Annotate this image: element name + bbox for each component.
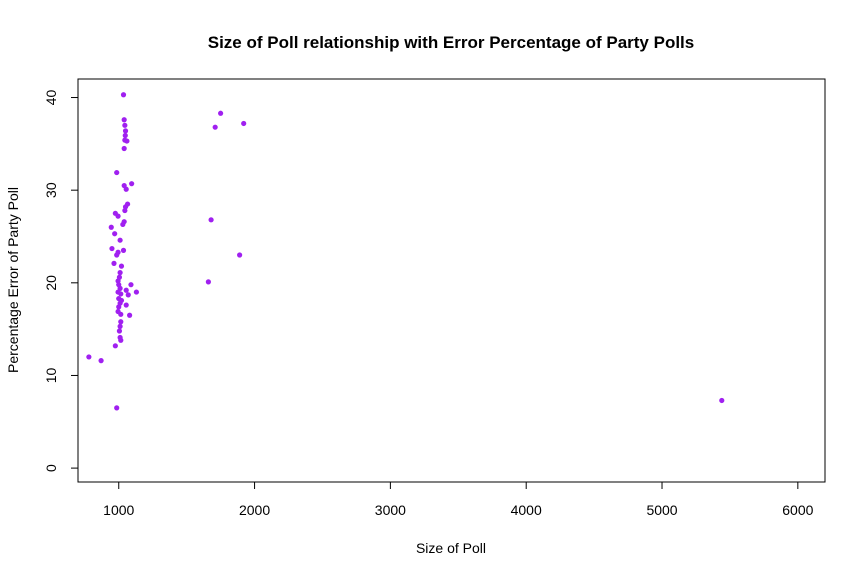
data-point	[133, 289, 140, 295]
chart-title: Size of Poll relationship with Error Per…	[208, 33, 695, 52]
x-tick-label: 3000	[375, 502, 406, 518]
x-axis: 1000 2000 3000 4000 5000 6000	[103, 481, 814, 518]
data-point	[123, 287, 129, 293]
data-point	[111, 260, 117, 266]
data-point	[719, 397, 725, 404]
y-tick-label: 30	[43, 182, 59, 198]
data-point	[121, 145, 127, 152]
data-point	[123, 186, 129, 192]
data-point	[116, 328, 123, 334]
data-point	[120, 92, 127, 98]
data-point	[208, 217, 214, 223]
data-point	[125, 292, 131, 298]
x-tick-label: 4000	[511, 502, 542, 518]
data-point	[114, 405, 120, 411]
data-point	[122, 132, 128, 139]
data-point	[118, 337, 124, 343]
x-tick-label: 2000	[239, 502, 270, 518]
data-point	[114, 169, 120, 176]
data-point	[205, 279, 211, 285]
data-point	[237, 252, 243, 258]
data-point	[218, 110, 224, 116]
y-axis: 0 10 20 30 40	[43, 90, 79, 472]
data-points	[86, 92, 725, 411]
data-point	[112, 231, 118, 237]
x-tick-label: 1000	[103, 502, 134, 518]
data-point	[108, 224, 114, 230]
data-point	[112, 343, 118, 349]
data-point	[241, 120, 247, 127]
data-point	[117, 270, 123, 276]
data-point	[121, 117, 127, 123]
x-tick-label: 5000	[646, 502, 677, 518]
plot-frame	[77, 78, 826, 483]
data-point	[118, 311, 124, 317]
data-point	[118, 263, 125, 269]
data-point	[98, 358, 104, 364]
data-point	[212, 124, 218, 130]
data-point	[114, 252, 120, 258]
data-point	[123, 302, 129, 308]
data-point	[122, 207, 128, 214]
y-axis-label: Percentage Error of Party Poll	[5, 187, 21, 373]
y-tick-label: 0	[43, 464, 59, 472]
y-tick-label: 40	[43, 90, 59, 106]
data-point	[122, 128, 129, 134]
data-point	[128, 282, 134, 288]
data-point	[118, 291, 124, 297]
data-point	[118, 319, 124, 325]
data-point	[117, 323, 123, 329]
data-point	[120, 221, 126, 228]
data-point	[116, 304, 122, 310]
x-tick-label: 6000	[782, 502, 813, 518]
data-point	[122, 122, 128, 128]
y-tick-label: 20	[43, 275, 59, 291]
data-point	[86, 354, 92, 360]
data-point	[124, 138, 130, 144]
data-point	[127, 312, 133, 318]
y-tick-label: 10	[43, 367, 59, 383]
data-point	[120, 247, 127, 253]
data-point	[117, 237, 123, 243]
data-point	[109, 245, 115, 252]
data-point	[115, 213, 121, 219]
x-axis-label: Size of Poll	[416, 540, 486, 556]
data-point	[129, 181, 135, 187]
